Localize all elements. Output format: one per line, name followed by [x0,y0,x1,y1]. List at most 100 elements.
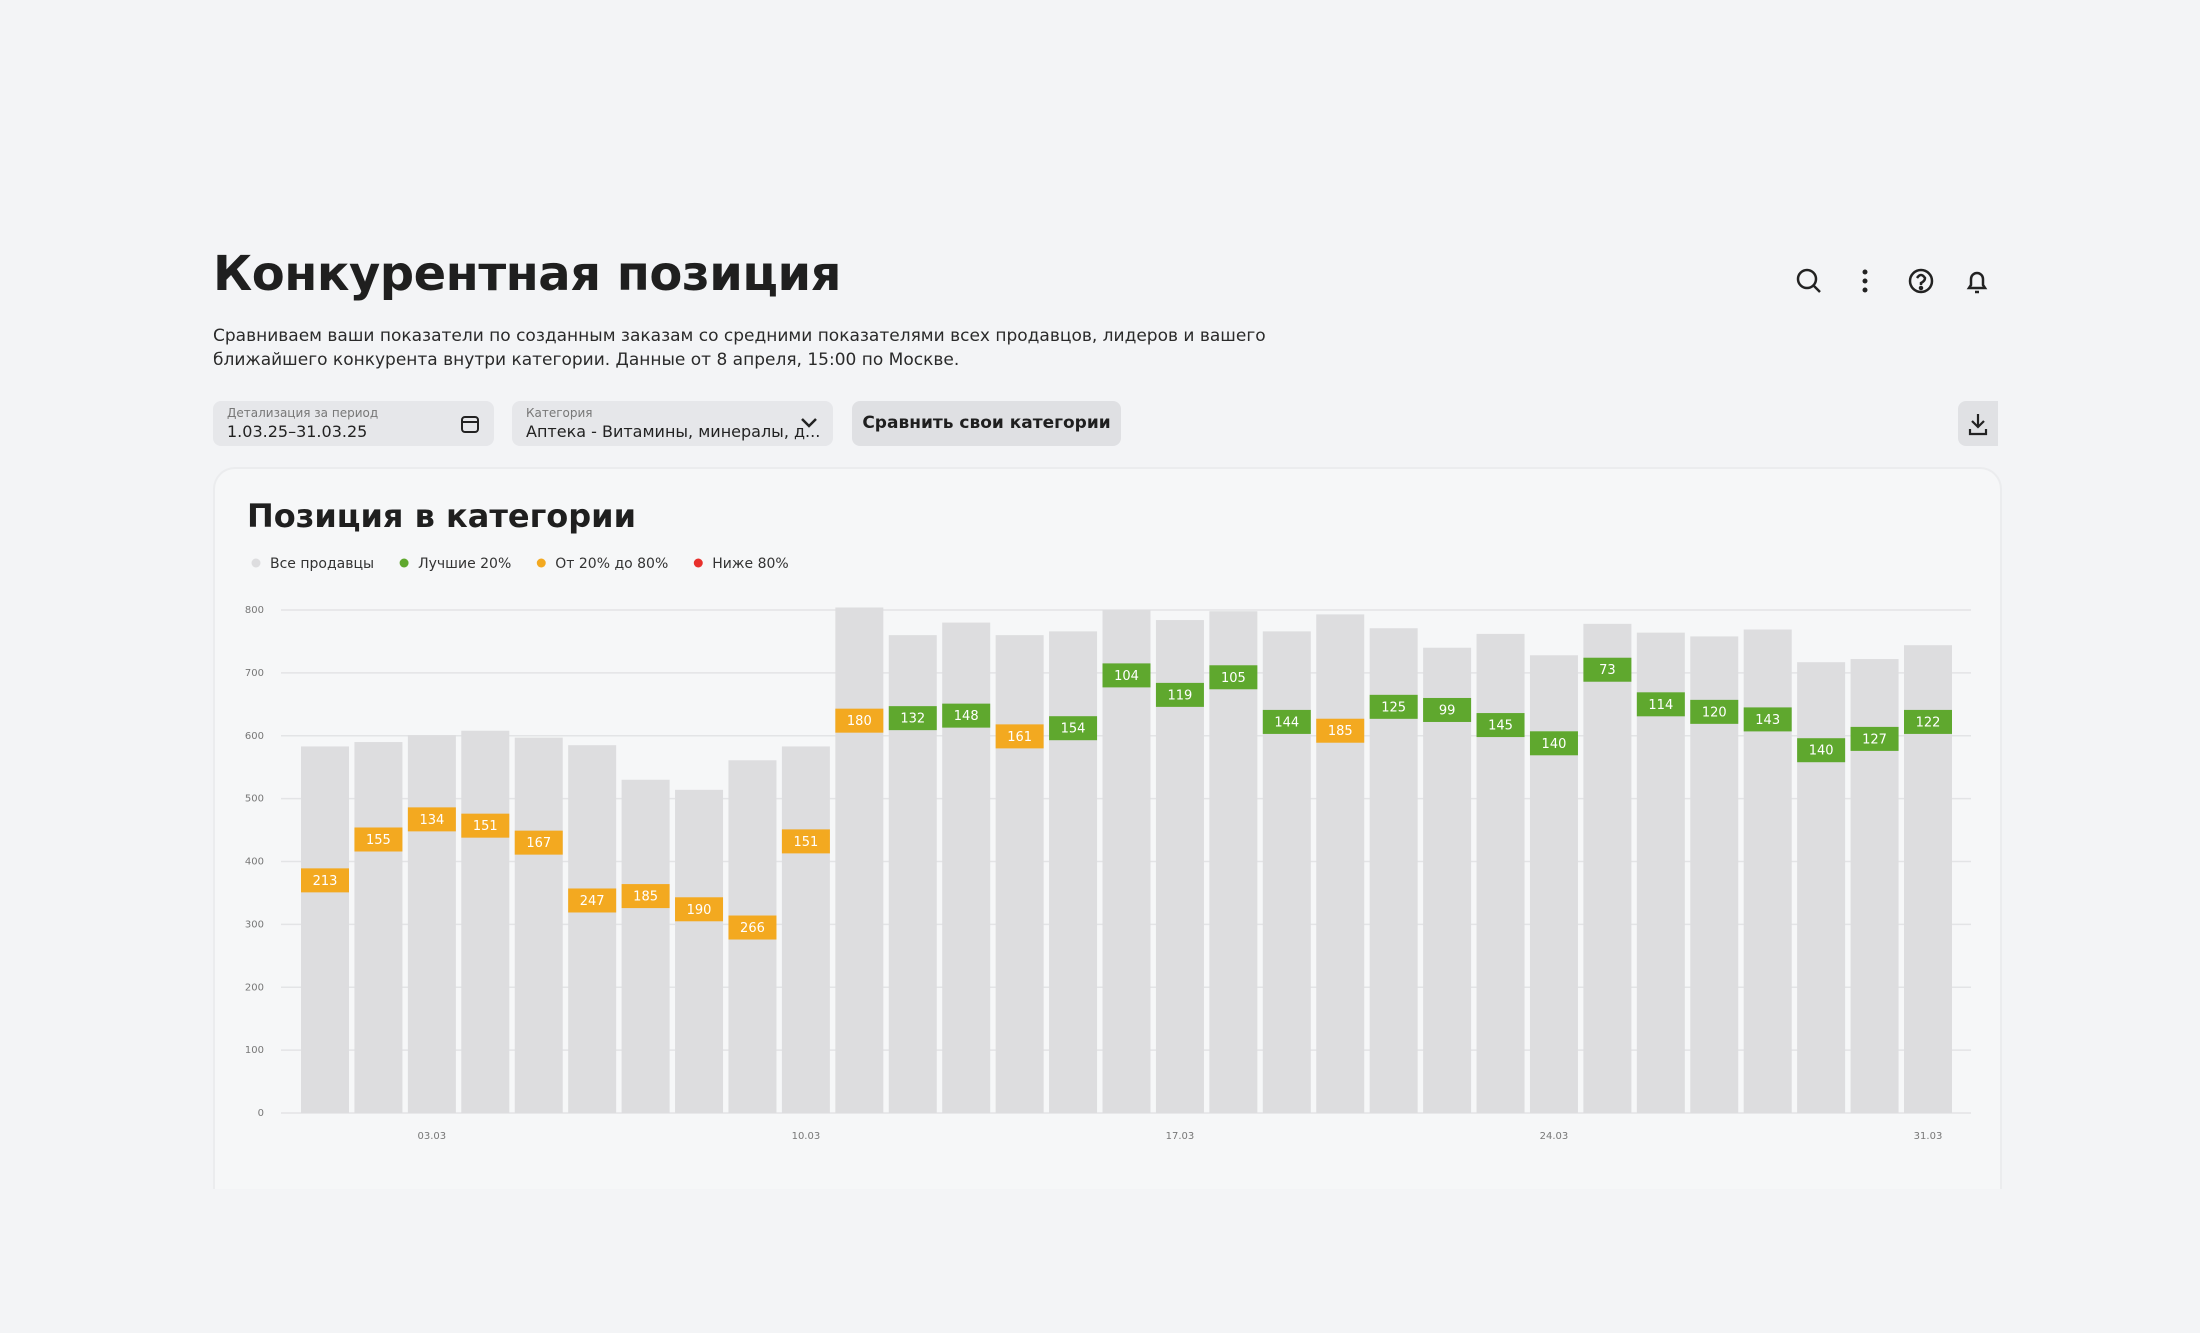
position-marker [1423,697,1472,722]
position-marker [1743,707,1792,732]
position-label: 190 [687,903,712,918]
bar [514,737,563,1113]
toolbar-icons [1796,268,1988,294]
position-label: 105 [1221,671,1246,686]
position-marker [1155,682,1204,707]
position-label: 247 [580,894,605,909]
position-marker [1850,726,1899,751]
y-tick-label: 700 [245,668,264,679]
position-marker [568,888,617,913]
period-label: Детализация за период [227,406,379,420]
category-value: Аптека - Витамины, минералы, д... [526,422,821,441]
position-label: 134 [419,813,444,828]
position-label: 99 [1439,703,1456,718]
position-label: 151 [473,819,498,834]
description: Сравниваем ваши показатели по созданным … [213,326,1266,346]
position-marker [728,915,777,940]
legend-label: От 20% до 80% [555,556,668,572]
bar [354,742,403,1113]
position-label: 122 [1916,715,1941,730]
legend-marker [536,558,546,568]
help-icon[interactable] [1908,268,1934,294]
position-label: 185 [1328,724,1353,739]
position-label: 151 [793,835,818,850]
position-marker [301,868,349,893]
y-tick-label: 200 [245,982,264,993]
calendar-icon [461,416,479,433]
bar [1743,629,1792,1113]
download-button[interactable] [1958,401,1998,446]
period-picker[interactable]: Детализация за период 1.03.25–31.03.25 [213,401,494,446]
position-marker [995,724,1044,749]
bar [835,607,884,1113]
chevron-icon [801,418,817,428]
position-label: 140 [1542,737,1567,752]
position-label: 144 [1274,715,1299,730]
position-marker [1529,731,1578,756]
bar [1049,631,1098,1113]
legend-marker [251,558,261,568]
position-marker [1262,709,1311,734]
position-label: 119 [1168,688,1193,703]
x-tick-label: 10.03 [792,1131,821,1142]
bar [568,745,617,1113]
bell-icon[interactable] [1966,271,1988,294]
more-icon[interactable] [1862,269,1868,293]
position-marker [1690,699,1739,724]
position-label: 132 [900,712,925,727]
position-marker [675,897,724,922]
position-marker [354,827,403,852]
y-tick-label: 300 [245,919,264,930]
position-label: 161 [1007,730,1032,745]
position-label: 143 [1755,713,1780,728]
position-marker [1636,692,1685,717]
bar [461,730,510,1113]
position-label: 148 [954,709,979,724]
x-tick-label: 17.03 [1166,1131,1195,1142]
category-select[interactable]: Категория Аптека - Витамины, минералы, д… [512,401,833,446]
bar [781,746,830,1113]
legend-label: Все продавцы [270,556,374,572]
position-label: 127 [1862,732,1887,747]
bar [1797,662,1846,1113]
position-label: 120 [1702,705,1727,720]
x-tick-label: 03.03 [418,1131,447,1142]
bar [621,779,670,1113]
y-tick-label: 600 [245,731,264,742]
position-label: 155 [366,833,391,848]
bar [1529,655,1578,1113]
position-marker [1797,738,1846,763]
legend-label: Лучшие 20% [418,556,511,572]
y-tick-label: 800 [245,605,264,616]
x-tick-label: 31.03 [1914,1131,1943,1142]
category-label: Категория [526,406,593,420]
position-marker [621,884,670,909]
position-label: 73 [1599,663,1616,678]
position-marker [514,830,563,855]
position-label: 140 [1809,744,1834,759]
legend-marker [399,558,409,568]
position-marker [835,708,884,733]
position-marker [942,703,991,728]
download-icon [1968,414,1988,436]
bar [1583,623,1632,1113]
compare-button[interactable]: Сравнить свои категории [852,401,1121,446]
y-tick-label: 0 [258,1108,264,1119]
y-tick-label: 500 [245,794,264,805]
position-marker [1476,713,1525,738]
chart-title: Позиция в категории [247,497,636,535]
position-label: 213 [313,874,338,889]
position-label: 180 [847,714,872,729]
legend-marker [693,558,703,568]
bar [675,789,724,1113]
legend-label: Ниже 80% [712,556,788,572]
position-label: 266 [740,921,765,936]
description: ближайшего конкурента внутри категории. … [213,350,960,370]
search-icon[interactable] [1796,268,1821,293]
x-tick-label: 24.03 [1540,1131,1569,1142]
position-marker [1583,657,1632,682]
position-marker [888,706,937,731]
position-marker [1102,663,1151,688]
